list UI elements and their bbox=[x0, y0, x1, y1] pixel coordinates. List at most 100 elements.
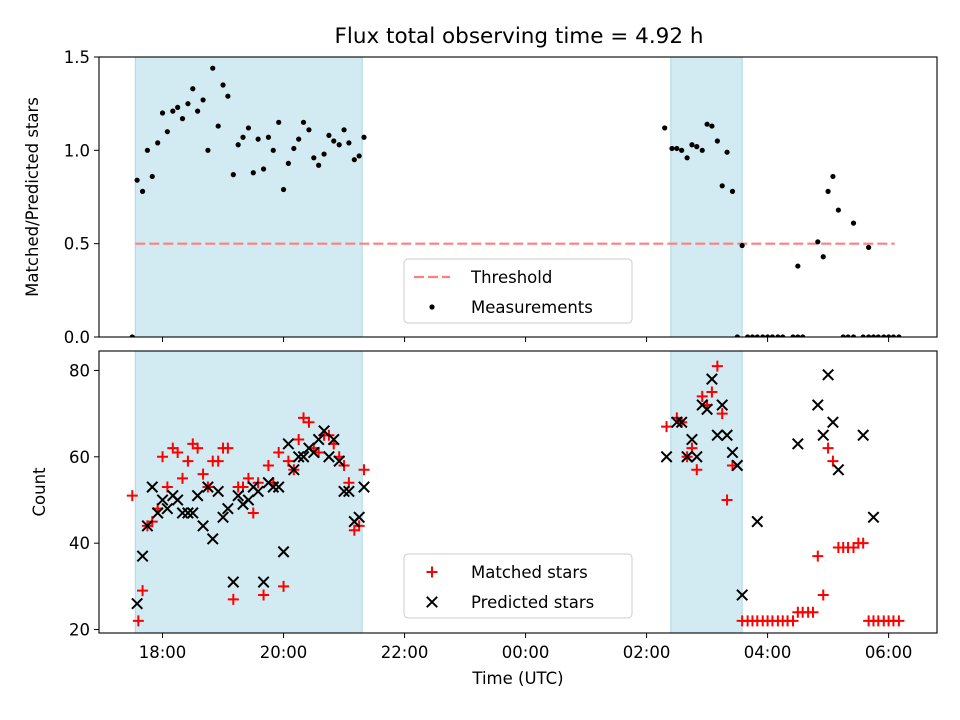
measurement-point bbox=[276, 119, 282, 125]
matched-star-point bbox=[137, 585, 149, 597]
legend-label: Threshold bbox=[470, 268, 552, 287]
predicted-star-point bbox=[257, 576, 270, 588]
predicted-star-point bbox=[287, 463, 300, 476]
measurement-point bbox=[195, 108, 201, 114]
y-tick-label: 80 bbox=[69, 361, 90, 380]
predicted-star-point bbox=[282, 437, 295, 450]
bottom-axes: 20 40 60 80 18:00 20:00 22:00 00:00 02:00 04:00 06… bbox=[30, 350, 938, 688]
predicted-star-point bbox=[318, 424, 330, 437]
matched-star-point bbox=[807, 606, 819, 618]
matched-star-point bbox=[893, 615, 905, 627]
predicted-star-point bbox=[867, 511, 880, 524]
legend: Matched stars Predicted stars bbox=[403, 553, 633, 619]
measurement-point bbox=[729, 188, 736, 194]
plot-area bbox=[129, 57, 902, 337]
predicted-star-point bbox=[161, 502, 174, 515]
predicted-star-point bbox=[277, 545, 290, 558]
measurement-point bbox=[200, 97, 206, 103]
measurement-point bbox=[260, 166, 267, 172]
predicted-star-point bbox=[252, 485, 265, 498]
y-axis-label: Matched/Predicted stars bbox=[23, 97, 42, 297]
predicted-star-point bbox=[267, 481, 280, 493]
measurement-point bbox=[285, 160, 291, 166]
axes-frame bbox=[98, 350, 938, 634]
measurement-point bbox=[662, 125, 668, 131]
measurement-point bbox=[341, 127, 347, 133]
predicted-star-point bbox=[136, 550, 149, 563]
predicted-star-point bbox=[706, 373, 718, 385]
measurement-point bbox=[780, 334, 786, 337]
measurement-point bbox=[866, 334, 872, 337]
x-tick-label: 04:00 bbox=[744, 643, 792, 662]
matched-star-point bbox=[172, 446, 184, 458]
measurement-point bbox=[190, 86, 196, 92]
measurement-point bbox=[361, 134, 367, 140]
predicted-star-point bbox=[217, 511, 229, 524]
measurement-point bbox=[850, 334, 857, 337]
matched-star-point bbox=[716, 408, 728, 420]
shaded-interval bbox=[670, 57, 743, 337]
measurement-point bbox=[896, 334, 902, 337]
measurement-point bbox=[719, 183, 725, 189]
matched-star-point bbox=[212, 455, 224, 467]
predicted-star-point bbox=[307, 446, 320, 459]
y-axis-label: Count bbox=[30, 467, 49, 517]
predicted-star-point bbox=[817, 429, 830, 442]
matched-star-point bbox=[303, 416, 315, 428]
measurement-point bbox=[881, 334, 887, 337]
measurement-point bbox=[795, 263, 801, 269]
measurement-point bbox=[845, 334, 851, 337]
measurement-point bbox=[745, 334, 751, 337]
y-tick-label: 0.0 bbox=[64, 328, 90, 347]
matched-star-point bbox=[132, 615, 144, 627]
measurement-point bbox=[346, 140, 352, 146]
measurement-point bbox=[684, 155, 690, 161]
measurement-point bbox=[225, 93, 231, 99]
matched-star-point bbox=[161, 481, 173, 493]
predicted-star-point bbox=[186, 507, 199, 519]
measurement-point bbox=[699, 147, 705, 153]
measurement-point bbox=[724, 149, 730, 155]
measurement-point bbox=[164, 129, 170, 135]
predicted-star-point bbox=[333, 455, 346, 468]
y-tick-label: 0.5 bbox=[64, 235, 90, 254]
predicted-star-point bbox=[721, 429, 733, 442]
matched-star-point bbox=[197, 468, 209, 480]
measurement-point bbox=[255, 136, 261, 142]
matched-star-point bbox=[817, 589, 829, 601]
matched-star-point bbox=[182, 455, 194, 467]
legend-label: Measurements bbox=[471, 298, 593, 317]
measurement-point bbox=[311, 155, 317, 161]
measurement-point bbox=[866, 244, 872, 250]
measurement-point bbox=[306, 127, 312, 133]
predicted-star-point bbox=[726, 446, 739, 459]
predicted-star-point bbox=[353, 511, 366, 524]
legend-matched-swatch bbox=[426, 566, 438, 578]
measurement-point bbox=[270, 147, 276, 153]
x-tick-label: 06:00 bbox=[865, 643, 913, 662]
measurement-point bbox=[316, 162, 322, 168]
matched-star-point bbox=[192, 442, 204, 454]
measurement-point bbox=[300, 119, 307, 125]
plot-area bbox=[126, 351, 905, 633]
measurement-point bbox=[356, 153, 362, 159]
x-tick-label: 22:00 bbox=[381, 643, 429, 662]
matched-star-point bbox=[273, 446, 285, 458]
matched-star-point bbox=[721, 494, 733, 506]
predicted-star-point bbox=[670, 416, 683, 429]
predicted-star-point bbox=[182, 507, 194, 519]
chart-title: Flux total observing time = 4.92 h bbox=[335, 24, 704, 49]
predicted-star-point bbox=[811, 399, 824, 411]
predicted-star-point bbox=[191, 489, 204, 502]
top-axes: 0.0 0.5 1.0 1.5 Matched/Predicted stars Thres… bbox=[23, 48, 938, 347]
x-tick-label: 00:00 bbox=[502, 643, 550, 662]
measurement-point bbox=[245, 125, 252, 131]
predicted-star-point bbox=[176, 507, 189, 519]
measurement-point bbox=[265, 134, 272, 140]
predicted-star-point bbox=[338, 485, 350, 498]
measurement-point bbox=[694, 144, 700, 150]
measurement-point bbox=[689, 142, 695, 148]
matched-star-point bbox=[706, 386, 718, 398]
shaded-interval bbox=[670, 351, 743, 633]
measurement-point bbox=[139, 188, 146, 194]
